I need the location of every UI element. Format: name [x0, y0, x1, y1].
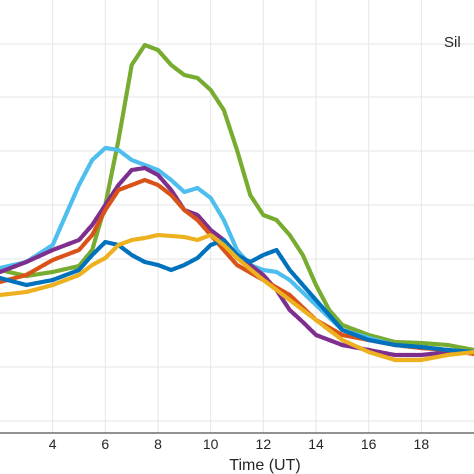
series-line-6 — [0, 232, 474, 363]
x-tick-label: 8 — [154, 436, 162, 452]
x-axis-title: Time (UT) — [229, 457, 300, 474]
series-line-2 — [0, 145, 474, 355]
x-tick-label: 4 — [49, 436, 57, 452]
chart-annotation: Sil — [444, 34, 461, 51]
x-tick-labels: 4 6 8 10 12 14 16 18 — [49, 436, 430, 452]
x-tick-label: 10 — [203, 436, 219, 452]
chart-series — [0, 42, 474, 363]
series-line-1 — [0, 42, 474, 353]
x-tick-label: 6 — [101, 436, 109, 452]
x-tick-label: 16 — [361, 436, 377, 452]
x-tick-label: 18 — [414, 436, 430, 452]
x-tick-label: 12 — [256, 436, 272, 452]
x-tick-label: 14 — [308, 436, 324, 452]
series-line-5 — [0, 237, 474, 355]
series-line-3 — [0, 165, 474, 358]
chart-grid — [0, 0, 474, 433]
